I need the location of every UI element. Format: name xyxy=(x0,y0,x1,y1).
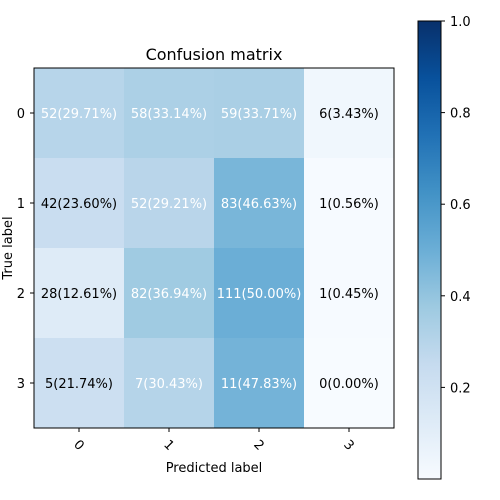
cell-label: 82(36.94%) xyxy=(131,287,207,302)
plot-frame xyxy=(33,67,395,429)
x-tick-label: 1 xyxy=(160,437,176,453)
y-tick-label: 0 xyxy=(17,107,25,122)
colorbar-tick-label: 1.0 xyxy=(450,15,471,30)
colorbar-tick-label: 0.8 xyxy=(450,107,471,122)
heatmap-cell xyxy=(214,158,304,248)
cell-label: 6(3.43%) xyxy=(319,107,379,122)
colorbar-tick-label: 0.4 xyxy=(450,290,471,305)
cell-label: 59(33.71%) xyxy=(221,107,297,122)
x-tick-label: 2 xyxy=(250,437,266,453)
cell-label: 5(21.74%) xyxy=(45,377,113,392)
heatmap-cell xyxy=(304,338,394,428)
cell-label: 42(23.60%) xyxy=(41,197,117,212)
cell-label: 52(29.71%) xyxy=(41,107,117,122)
x-axis-label: Predicted label xyxy=(166,461,263,476)
cell-label: 58(33.14%) xyxy=(131,107,207,122)
heatmap-cells: 52(29.71%) 58(33.14%) 59(33.71%) 6(3.43%) 42… xyxy=(34,68,394,428)
chart-title: Confusion matrix xyxy=(146,45,283,64)
heatmap-cell xyxy=(34,248,124,338)
heatmap-cell xyxy=(124,68,214,158)
y-axis-ticks: 0 1 2 3 xyxy=(17,107,34,392)
heatmap-cell xyxy=(124,158,214,248)
heatmap-cell xyxy=(34,158,124,248)
colorbar-tick-label: 0.2 xyxy=(450,381,471,396)
heatmap-cell xyxy=(304,248,394,338)
heatmap-cell xyxy=(34,338,124,428)
y-axis-label: True label xyxy=(1,216,16,280)
heatmap-cell xyxy=(304,68,394,158)
cell-label: 11(47.83%) xyxy=(221,377,297,392)
x-tick-label: 0 xyxy=(70,437,86,453)
cell-label: 1(0.45%) xyxy=(319,287,379,302)
colorbar-ticks: 0.2 0.4 0.6 0.8 1.0 xyxy=(441,15,471,396)
heatmap-cell xyxy=(304,158,394,248)
x-tick-label: 3 xyxy=(340,437,356,453)
heatmap-cell xyxy=(124,248,214,338)
cell-label: 0(0.00%) xyxy=(319,377,379,392)
cell-label: 52(29.21%) xyxy=(131,197,207,212)
heatmap-cell xyxy=(214,248,304,338)
y-tick-label: 1 xyxy=(17,197,25,212)
heatmap-cell xyxy=(214,338,304,428)
y-tick-label: 3 xyxy=(17,377,25,392)
colorbar-gradient xyxy=(417,20,442,480)
cell-label: 7(30.43%) xyxy=(135,377,203,392)
cell-label: 1(0.56%) xyxy=(319,197,379,212)
cell-label: 28(12.61%) xyxy=(41,287,117,302)
heatmap-cell xyxy=(214,68,304,158)
heatmap-cell xyxy=(34,68,124,158)
x-axis-ticks: 0 1 2 3 xyxy=(70,428,357,454)
cell-label: 83(46.63%) xyxy=(221,197,297,212)
y-tick-label: 2 xyxy=(17,287,25,302)
cell-label: 111(50.00%) xyxy=(217,287,302,302)
colorbar-tick-label: 0.6 xyxy=(450,198,471,213)
heatmap-cell xyxy=(124,338,214,428)
